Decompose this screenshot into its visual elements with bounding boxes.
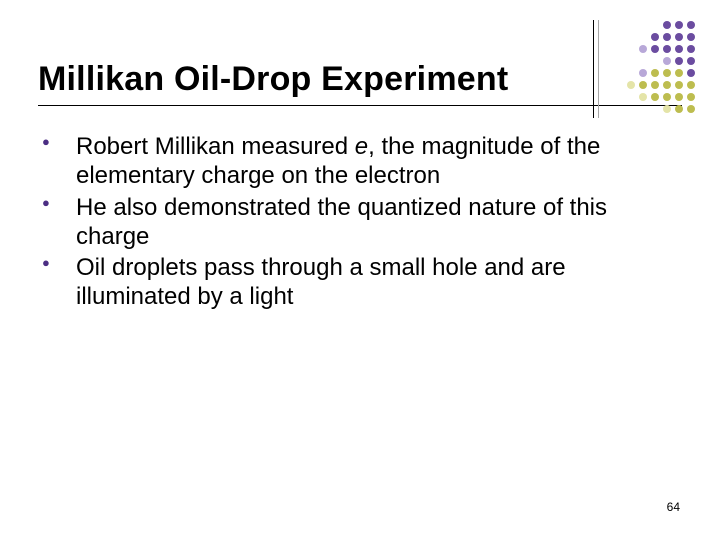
decoration-dot [663,21,671,29]
list-item: Oil droplets pass through a small hole a… [42,253,682,312]
decoration-dot [687,21,695,29]
page-number: 64 [667,500,680,514]
decoration-dot [651,69,659,77]
decoration-dot [663,93,671,101]
slide: Millikan Oil-Drop Experiment Robert Mill… [0,0,720,540]
decoration-dot [675,33,683,41]
decoration-dot [675,57,683,65]
decoration-dot [687,57,695,65]
decoration-dot [675,45,683,53]
decoration-dot [651,45,659,53]
decoration-dot [663,33,671,41]
decoration-dot [675,93,683,101]
decoration-dot [663,81,671,89]
decoration-dot [663,105,671,113]
slide-title: Millikan Oil-Drop Experiment [38,60,682,99]
decoration-dot [651,33,659,41]
decoration-dot [687,33,695,41]
decoration-dot [651,93,659,101]
decoration-dot [639,81,647,89]
decoration-vline [598,20,599,118]
corner-dot-decoration [602,20,696,114]
decoration-dot [687,45,695,53]
decoration-dot [639,93,647,101]
decoration-vline [593,20,594,118]
decoration-dot [687,105,695,113]
decoration-dot [639,45,647,53]
decoration-dot [687,81,695,89]
decoration-dot [687,93,695,101]
list-item: Robert Millikan measured e, the magnitud… [42,132,682,191]
decoration-dot [663,45,671,53]
decoration-dot [675,69,683,77]
decoration-dot [687,69,695,77]
decoration-dot [651,81,659,89]
decoration-dot [675,21,683,29]
decoration-dot [675,81,683,89]
decoration-dot [627,81,635,89]
title-underline [38,105,682,106]
decoration-dot [675,105,683,113]
italic-text: e [355,133,368,160]
decoration-dot [663,69,671,77]
decoration-dot [639,69,647,77]
list-item: He also demonstrated the quantized natur… [42,193,682,252]
decoration-dot [663,57,671,65]
bullet-list: Robert Millikan measured e, the magnitud… [38,132,682,312]
